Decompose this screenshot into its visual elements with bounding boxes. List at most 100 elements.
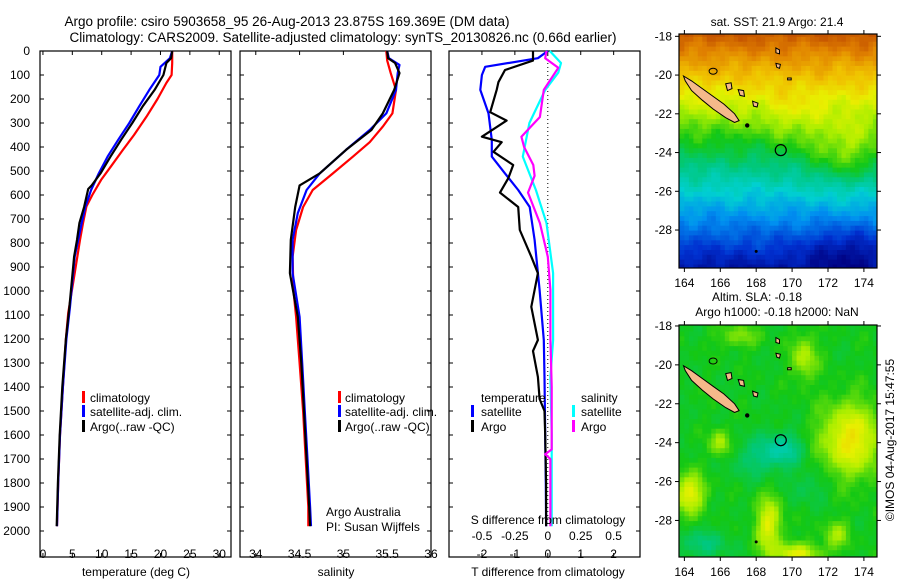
heatmap-cell: [877, 220, 882, 225]
heatmap-cell: [765, 104, 771, 110]
heatmap-cell: [747, 186, 753, 192]
heatmap-cell: [828, 75, 834, 81]
heatmap-cell: [863, 94, 869, 100]
heatmap-cell: [850, 379, 856, 385]
heatmap-cell: [729, 428, 735, 434]
heatmap-cell: [774, 196, 780, 202]
heatmap-cell: [774, 330, 780, 337]
heatmap-cell: [715, 384, 721, 390]
heatmap-cell: [796, 345, 802, 351]
heatmap-cell: [778, 259, 784, 265]
heatmap-cell: [837, 167, 843, 173]
heatmap-cell: [774, 55, 780, 62]
salinity-legend: climatology satellite-adj. clim. Argo(..…: [338, 391, 437, 434]
heatmap-cell: [738, 428, 744, 434]
heatmap-cell: [837, 442, 843, 449]
heatmap-cell: [863, 249, 869, 255]
heatmap-cell: [765, 75, 771, 81]
heatmap-cell: [859, 234, 865, 241]
heatmap-cell: [792, 496, 798, 502]
heatmap-cell: [810, 65, 816, 71]
heatmap-cell: [810, 259, 816, 265]
legend-label-satellite: satellite-adj. clim.: [90, 405, 182, 419]
heatmap-cell: [828, 60, 834, 66]
heatmap-cell: [792, 176, 798, 183]
heatmap-cell: [810, 196, 816, 202]
heatmap-cell: [863, 215, 869, 221]
heatmap-cell: [702, 335, 708, 342]
heatmap-cell: [854, 176, 860, 183]
heatmap-cell: [832, 157, 838, 163]
heatmap-cell: [805, 496, 811, 502]
heatmap-cell: [697, 46, 703, 52]
heatmap-cell: [805, 549, 811, 556]
heatmap-cell: [751, 340, 757, 347]
heatmap-cell: [805, 60, 811, 66]
heatmap-cell: [702, 133, 708, 139]
heatmap-cell: [859, 75, 865, 81]
heatmap-cell: [729, 520, 735, 526]
heatmap-cell: [828, 398, 834, 405]
heatmap-cell: [832, 442, 838, 449]
heatmap-cell: [863, 225, 869, 231]
heatmap-cell: [792, 36, 798, 42]
heatmap-cell: [738, 215, 744, 221]
heatmap-cell: [792, 249, 798, 255]
heatmap-cell: [747, 442, 753, 449]
heatmap-cell: [688, 539, 694, 546]
heatmap-cell: [796, 89, 802, 95]
heatmap-cell: [787, 34, 793, 37]
heatmap-cell: [774, 505, 780, 512]
heatmap-cell: [877, 230, 882, 235]
heatmap-cell: [783, 225, 789, 231]
heatmap-cell: [760, 50, 766, 57]
heatmap-cell: [684, 486, 690, 492]
heatmap-cell: [774, 496, 780, 502]
heatmap-cell: [747, 191, 753, 197]
heatmap-cell: [783, 259, 789, 265]
heatmap-cell: [819, 452, 825, 458]
heatmap-cell: [751, 457, 757, 463]
heatmap-cell: [859, 384, 865, 390]
heatmap-cell: [783, 152, 789, 158]
heatmap-cell: [854, 196, 860, 202]
heatmap-cell: [796, 118, 802, 125]
heatmap-cell: [872, 46, 877, 52]
heatmap-cell: [702, 491, 708, 497]
heatmap-cell: [787, 369, 793, 376]
heatmap-cell: [823, 133, 829, 139]
heatmap-cell: [819, 398, 825, 405]
heatmap-cell: [679, 123, 681, 129]
heatmap-cell: [868, 452, 874, 458]
heatmap-cell: [778, 157, 784, 163]
heatmap-cell: [859, 60, 865, 66]
heatmap-cell: [751, 50, 757, 57]
heatmap-cell: [733, 41, 739, 47]
heatmap-cell: [738, 389, 744, 395]
heatmap-cell: [688, 428, 694, 434]
heatmap-cell: [810, 142, 816, 149]
heatmap-cell: [805, 234, 811, 241]
heatmap-cell: [778, 191, 784, 197]
heatmap-cell: [751, 549, 757, 556]
heatmap-cell: [810, 41, 816, 47]
heatmap-cell: [850, 201, 856, 207]
heatmap-cell: [706, 65, 712, 71]
heatmap-cell: [765, 244, 771, 250]
heatmap-cell: [801, 99, 807, 105]
heatmap-cell: [859, 109, 865, 115]
heatmap-cell: [715, 162, 721, 168]
heatmap-cell: [738, 544, 744, 551]
heatmap-cell: [868, 50, 874, 57]
heatmap-cell: [760, 113, 766, 120]
heatmap-cell: [872, 249, 877, 255]
heatmap-cell: [792, 330, 798, 337]
heatmap-cell: [706, 225, 712, 231]
heatmap-cell: [715, 364, 721, 371]
heatmap-cell: [774, 70, 780, 76]
y-tick-label: 0: [23, 44, 30, 58]
heatmap-cell: [854, 65, 860, 71]
heatmap-cell: [706, 335, 712, 342]
heatmap-cell: [711, 510, 717, 517]
heatmap-cell: [756, 34, 762, 37]
